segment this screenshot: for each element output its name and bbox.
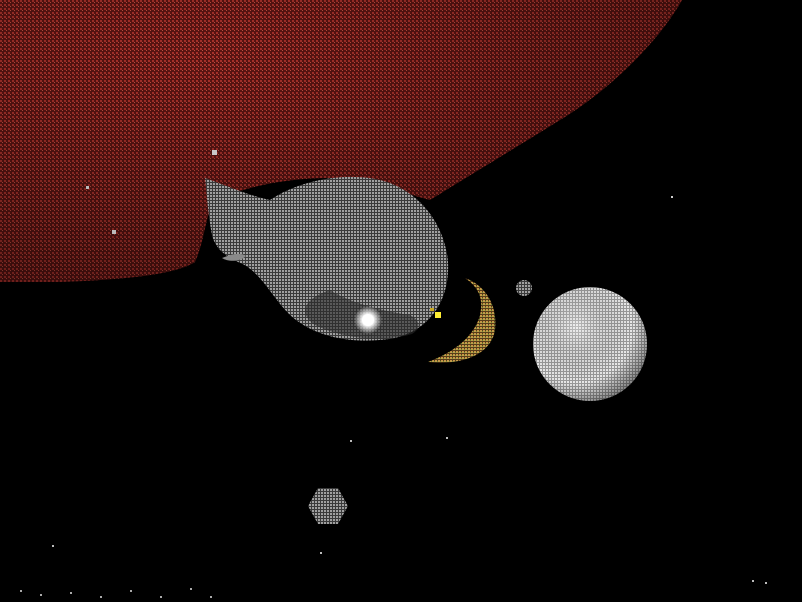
gray-comet-tail (222, 253, 246, 261)
tiny-moon-surface (516, 280, 532, 296)
star (350, 440, 352, 442)
star (320, 552, 322, 554)
star-field (20, 196, 767, 598)
star (130, 590, 132, 592)
star (160, 596, 162, 598)
star (752, 580, 754, 582)
tiny-moon[interactable] (516, 280, 532, 296)
star (52, 545, 54, 547)
white-moon[interactable] (533, 287, 647, 401)
crescent-moon-surface (428, 278, 496, 363)
star (40, 594, 42, 596)
small-moon[interactable] (308, 488, 348, 524)
small-moon-surface (308, 488, 348, 524)
star (671, 196, 673, 198)
red-planet-shade (0, 0, 682, 282)
yellow-spark[interactable] (430, 308, 441, 318)
star (765, 582, 767, 584)
comet-core (362, 314, 374, 326)
gray-comet[interactable] (205, 176, 449, 341)
star (70, 592, 72, 594)
yellow-spark-dot (435, 312, 441, 318)
red-planet-speck (112, 230, 116, 234)
star (20, 590, 22, 592)
star (446, 437, 448, 439)
gray-comet-body (205, 176, 449, 341)
star (190, 588, 192, 590)
red-planet-speck (86, 186, 89, 189)
red-planet-speck (212, 150, 217, 155)
red-planet[interactable] (0, 0, 682, 282)
white-moon-shade (533, 287, 647, 401)
yellow-spark-trail (430, 308, 434, 311)
crescent-moon[interactable] (428, 278, 496, 363)
star (100, 596, 102, 598)
star (210, 596, 212, 598)
